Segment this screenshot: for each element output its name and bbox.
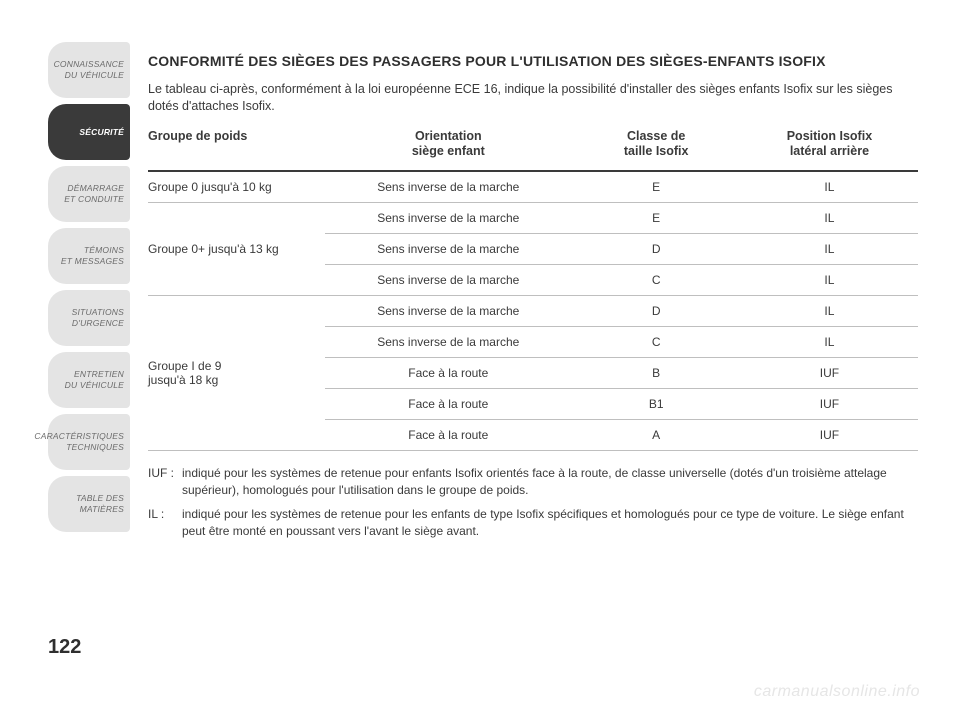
orientation-cell: Sens inverse de la marche [325,326,571,357]
sidebar-tab-4[interactable]: SITUATIONSD'URGENCE [48,290,130,346]
group-label-cell: Groupe 0+ jusqu'à 13 kg [148,202,325,295]
orientation-cell: Sens inverse de la marche [325,171,571,203]
classe-cell: B1 [571,388,740,419]
orientation-cell: Sens inverse de la marche [325,264,571,295]
notes-block: IUF :indiqué pour les systèmes de retenu… [148,465,918,540]
position-cell: IL [741,295,918,326]
orientation-cell: Sens inverse de la marche [325,202,571,233]
orientation-cell: Face à la route [325,357,571,388]
orientation-cell: Sens inverse de la marche [325,233,571,264]
sidebar-tab-label: TABLE DESMATIÈRES [76,493,124,514]
position-cell: IL [741,233,918,264]
classe-cell: E [571,171,740,203]
position-cell: IL [741,326,918,357]
sidebar-tab-label: SÉCURITÉ [79,127,124,138]
classe-cell: A [571,419,740,450]
classe-cell: D [571,233,740,264]
classe-cell: C [571,326,740,357]
note-text: indiqué pour les systèmes de retenue pou… [182,465,918,499]
note-label: IUF : [148,465,182,499]
sidebar-tab-label: SITUATIONSD'URGENCE [72,307,124,328]
classe-cell: E [571,202,740,233]
sidebar-tab-2[interactable]: DÉMARRAGEET CONDUITE [48,166,130,222]
section-heading: CONFORMITÉ DES SIÈGES DES PASSAGERS POUR… [148,52,918,71]
classe-cell: B [571,357,740,388]
note-label: IL : [148,506,182,540]
sidebar-tab-label: DÉMARRAGEET CONDUITE [64,183,124,204]
table-row: Groupe I de 9jusqu'à 18 kgSens inverse d… [148,295,918,326]
manual-page: CONNAISSANCEDU VÉHICULE SÉCURITÉ DÉMARRAGE… [0,0,960,709]
position-cell: IL [741,171,918,203]
position-cell: IL [741,202,918,233]
sidebar-tab-1[interactable]: SÉCURITÉ [48,104,130,160]
sidebar-tab-label: CARACTÉRISTIQUESTECHNIQUES [34,431,124,452]
sidebar-tab-label: TÉMOINSET MESSAGES [61,245,124,266]
sidebar-tab-0[interactable]: CONNAISSANCEDU VÉHICULE [48,42,130,98]
position-cell: IUF [741,357,918,388]
sidebar-tab-5[interactable]: ENTRETIENDU VÉHICULE [48,352,130,408]
sidebar-tab-label: ENTRETIENDU VÉHICULE [65,369,124,390]
note-text: indiqué pour les systèmes de retenue pou… [182,506,918,540]
sidebar-tab-6[interactable]: CARACTÉRISTIQUESTECHNIQUES [48,414,130,470]
intro-paragraph: Le tableau ci-après, conformément à la l… [148,81,918,115]
sidebar-tabs: CONNAISSANCEDU VÉHICULE SÉCURITÉ DÉMARRAGE… [48,42,130,538]
table-header-row: Groupe de poidsOrientationsiège enfantCl… [148,123,918,171]
note-1: IL :indiqué pour les systèmes de retenue… [148,506,918,540]
table-col-header-3: Position Isofixlatéral arrière [741,123,918,171]
sidebar-tab-7[interactable]: TABLE DESMATIÈRES [48,476,130,532]
sidebar-tab-label: CONNAISSANCEDU VÉHICULE [54,59,124,80]
table-col-header-1: Orientationsiège enfant [325,123,571,171]
orientation-cell: Sens inverse de la marche [325,295,571,326]
table-col-header-2: Classe detaille Isofix [571,123,740,171]
table-row: Groupe 0+ jusqu'à 13 kgSens inverse de l… [148,202,918,233]
classe-cell: D [571,295,740,326]
position-cell: IUF [741,419,918,450]
page-content: CONFORMITÉ DES SIÈGES DES PASSAGERS POUR… [148,52,918,548]
note-0: IUF :indiqué pour les systèmes de retenu… [148,465,918,499]
table-body: Groupe 0 jusqu'à 10 kgSens inverse de la… [148,171,918,451]
sidebar-tab-3[interactable]: TÉMOINSET MESSAGES [48,228,130,284]
table-col-header-0: Groupe de poids [148,123,325,171]
table-row: Groupe 0 jusqu'à 10 kgSens inverse de la… [148,171,918,203]
isofix-table: Groupe de poidsOrientationsiège enfantCl… [148,123,918,451]
classe-cell: C [571,264,740,295]
page-number: 122 [48,636,81,659]
table-head: Groupe de poidsOrientationsiège enfantCl… [148,123,918,171]
group-label-cell: Groupe 0 jusqu'à 10 kg [148,171,325,203]
orientation-cell: Face à la route [325,419,571,450]
position-cell: IL [741,264,918,295]
watermark: carmanualsonline.info [754,683,920,701]
position-cell: IUF [741,388,918,419]
group-label-cell: Groupe I de 9jusqu'à 18 kg [148,295,325,450]
orientation-cell: Face à la route [325,388,571,419]
